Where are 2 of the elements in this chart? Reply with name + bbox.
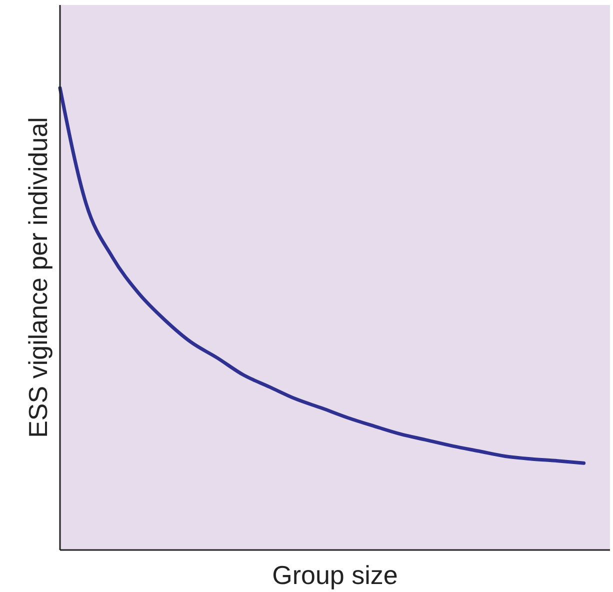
y-axis-title: ESS vigilance per individual: [23, 117, 53, 438]
x-axis-title: Group size: [272, 560, 398, 590]
